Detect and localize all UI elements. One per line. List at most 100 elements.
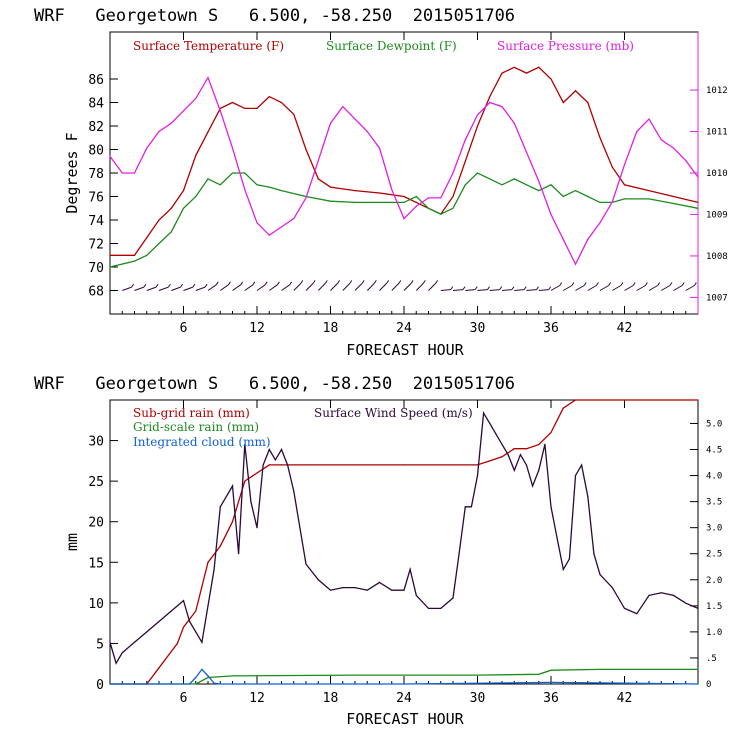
temperature-point bbox=[501, 72, 503, 74]
dewpoint-point bbox=[538, 190, 540, 192]
temperature-point bbox=[623, 184, 626, 186]
temperature-point bbox=[293, 113, 295, 115]
wind-barb bbox=[379, 283, 387, 291]
pressure-point bbox=[366, 130, 368, 133]
wind-barb-feather bbox=[289, 281, 293, 286]
top-panel-header: WRF Georgetown S 6.500, -58.250 20150517… bbox=[34, 6, 515, 26]
temperature-point bbox=[599, 137, 601, 139]
subgrid-rain-point bbox=[556, 419, 558, 421]
wind-speed-point bbox=[574, 475, 577, 477]
pressure-point bbox=[391, 189, 393, 191]
temperature-point bbox=[244, 107, 246, 109]
wind-speed-point bbox=[556, 537, 558, 539]
gridscale-rain-point bbox=[354, 674, 356, 676]
wind-speed-point bbox=[685, 602, 687, 604]
wind-barb bbox=[256, 284, 266, 291]
wind-speed-point bbox=[470, 506, 472, 508]
wind-barb-feather bbox=[252, 281, 256, 286]
pressure-point bbox=[501, 106, 503, 108]
wind-speed-point bbox=[354, 587, 356, 589]
dewpoint-point bbox=[648, 198, 650, 200]
pressure-point bbox=[464, 139, 466, 141]
pressure-point bbox=[293, 218, 295, 220]
dewpoint-point bbox=[133, 260, 136, 262]
wind-barb bbox=[661, 285, 671, 291]
bottom-y2tick-label: 0 bbox=[706, 680, 711, 690]
pressure-point bbox=[170, 122, 172, 124]
wind-speed-point bbox=[121, 652, 123, 654]
wind-barb bbox=[612, 285, 622, 291]
wind-barb-feather bbox=[264, 281, 268, 286]
temperature-point bbox=[268, 96, 270, 98]
subgrid-rain-point bbox=[501, 456, 503, 458]
pressure-point bbox=[562, 238, 564, 240]
pressure-point bbox=[231, 147, 234, 149]
subgrid-rain-point bbox=[354, 464, 356, 466]
wind-barb bbox=[195, 286, 206, 291]
temperature-point bbox=[317, 178, 319, 180]
wind-speed-point bbox=[427, 607, 430, 610]
temperature-point bbox=[672, 195, 675, 198]
integrated-cloud-point bbox=[219, 683, 221, 685]
wind-barb-feather bbox=[204, 283, 208, 288]
temperature-point bbox=[158, 219, 160, 221]
bottom-y2tick-label: 1.0 bbox=[706, 628, 722, 638]
wind-speed-point bbox=[207, 605, 209, 607]
top-xtick-label: 6 bbox=[180, 321, 188, 336]
bottom-ytick-label: 15 bbox=[88, 556, 104, 571]
temperature-point bbox=[574, 90, 577, 92]
wind-barb bbox=[134, 286, 145, 291]
subgrid-rain-point bbox=[256, 472, 258, 474]
wind-barb-feather bbox=[192, 283, 196, 288]
legend-wind-speed: Surface Wind Speed (m/s) bbox=[314, 406, 473, 420]
wind-speed-point bbox=[244, 443, 246, 445]
top-ytick-label: 68 bbox=[88, 285, 104, 300]
wind-speed-point bbox=[109, 641, 111, 643]
subgrid-rain-point bbox=[158, 667, 160, 669]
pressure-point bbox=[587, 238, 589, 240]
wind-barb-feather bbox=[373, 280, 377, 284]
subgrid-rain-point bbox=[201, 586, 203, 588]
wind-barb bbox=[391, 283, 400, 291]
subgrid-rain-point bbox=[648, 399, 650, 401]
dewpoint-point bbox=[599, 201, 601, 203]
legend-dewpoint: Surface Dewpoint (F) bbox=[326, 39, 457, 53]
bottom-xtick-label: 42 bbox=[617, 691, 633, 706]
wind-barb-feather bbox=[300, 280, 304, 284]
wind-barb-feather bbox=[227, 281, 231, 286]
pressure-point bbox=[109, 155, 111, 157]
integrated-cloud-point bbox=[697, 683, 699, 685]
temperature-point bbox=[415, 201, 417, 203]
dewpoint-point bbox=[378, 201, 381, 203]
temperature-point bbox=[403, 195, 405, 198]
wind-barb-feather bbox=[499, 286, 503, 290]
wind-speed-point bbox=[329, 589, 332, 591]
wind-speed-point bbox=[562, 568, 564, 571]
subgrid-rain-point bbox=[476, 464, 479, 466]
wind-barb-feather bbox=[143, 283, 147, 288]
subgrid-rain-point bbox=[195, 610, 197, 612]
wind-speed-point bbox=[391, 589, 393, 591]
dewpoint-point bbox=[452, 207, 454, 209]
wind-barb-feather bbox=[608, 282, 612, 286]
gridscale-rain-point bbox=[550, 669, 552, 671]
pressure-point bbox=[378, 147, 381, 149]
wind-barb-feather bbox=[398, 280, 402, 284]
subgrid-rain-point bbox=[562, 407, 564, 409]
pressure-point bbox=[133, 172, 136, 174]
wind-barb bbox=[526, 289, 537, 291]
wind-speed-point bbox=[501, 443, 503, 445]
pressure-point bbox=[489, 101, 491, 104]
wind-barb bbox=[122, 286, 132, 291]
temperature-point bbox=[256, 107, 258, 109]
wind-barb bbox=[624, 285, 634, 291]
wind-barb bbox=[538, 289, 549, 291]
gridscale-rain-line bbox=[110, 668, 698, 685]
pressure-point bbox=[636, 130, 638, 133]
wind-barb-feather bbox=[571, 282, 575, 286]
dewpoint-point bbox=[109, 266, 111, 268]
top-ytick-label: 76 bbox=[88, 191, 104, 206]
pressure-point bbox=[685, 160, 687, 162]
dewpoint-point bbox=[513, 178, 515, 180]
